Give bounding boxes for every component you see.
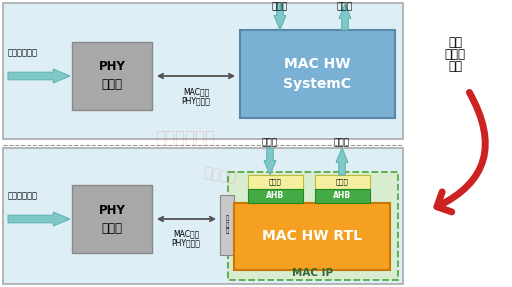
Text: MAC IP: MAC IP — [292, 268, 333, 278]
Text: MAC HW RTL: MAC HW RTL — [262, 230, 362, 243]
Text: 主信道: 主信道 — [337, 2, 353, 11]
Polygon shape — [339, 4, 351, 30]
Text: PHY层接口: PHY层接口 — [182, 96, 210, 106]
Text: 仿真器: 仿真器 — [101, 79, 122, 92]
Text: AHB: AHB — [333, 191, 352, 201]
Bar — [315, 189, 370, 203]
Bar — [234, 203, 390, 270]
Text: 仿真器: 仿真器 — [101, 222, 122, 234]
Text: PHY: PHY — [99, 203, 125, 216]
Text: 插入: 插入 — [448, 36, 462, 49]
Text: 从信道: 从信道 — [272, 2, 288, 11]
Text: PHY: PHY — [99, 61, 125, 73]
Text: 版权所有: 版权所有 — [202, 165, 238, 185]
Text: MAC层与: MAC层与 — [183, 88, 209, 96]
Text: 电子工程师辅: 电子工程师辅 — [155, 129, 215, 147]
Bar — [220, 195, 234, 255]
Text: 主信道: 主信道 — [334, 138, 350, 147]
Bar — [72, 185, 152, 253]
Text: MAC层与: MAC层与 — [173, 230, 199, 238]
Polygon shape — [336, 148, 348, 175]
Bar — [72, 42, 152, 110]
Polygon shape — [264, 148, 276, 175]
Bar — [248, 175, 303, 189]
Text: MAC HW: MAC HW — [284, 57, 351, 71]
Text: 测试向量注入: 测试向量注入 — [8, 191, 38, 201]
Polygon shape — [8, 212, 70, 226]
Text: 适配器: 适配器 — [336, 179, 349, 185]
Text: SystemC: SystemC — [284, 77, 352, 91]
Text: AHB: AHB — [266, 191, 285, 201]
Bar — [3, 3, 403, 139]
Text: 适配器: 适配器 — [269, 179, 282, 185]
Bar — [248, 189, 303, 203]
Text: 系统级: 系统级 — [444, 48, 465, 61]
Polygon shape — [274, 4, 286, 30]
Text: 测试向量注入: 测试向量注入 — [8, 49, 38, 57]
Text: PHY层接口: PHY层接口 — [172, 238, 200, 247]
FancyArrowPatch shape — [437, 92, 485, 212]
Bar — [240, 30, 395, 118]
Bar — [228, 172, 398, 280]
Bar — [315, 175, 370, 189]
Text: 从信道: 从信道 — [262, 138, 278, 147]
Text: 反
馈
器: 反 馈 器 — [225, 216, 229, 234]
Polygon shape — [8, 69, 70, 83]
Bar — [3, 148, 403, 284]
Text: 平台: 平台 — [448, 59, 462, 73]
